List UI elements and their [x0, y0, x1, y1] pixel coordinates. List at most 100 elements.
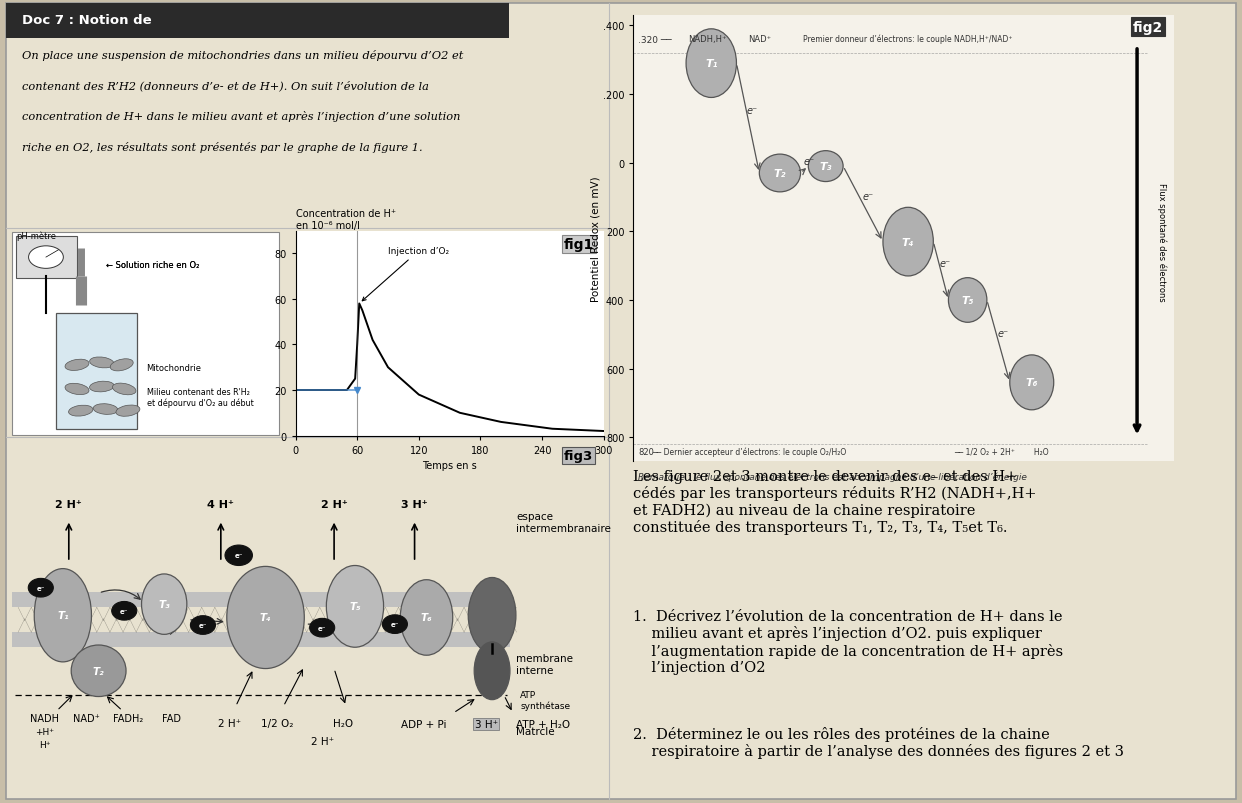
Text: Mitochondrie: Mitochondrie	[147, 363, 201, 373]
Text: 4 H⁺: 4 H⁺	[207, 499, 235, 510]
Text: NAD⁺: NAD⁺	[73, 713, 101, 724]
Text: espace
intermembranaire: espace intermembranaire	[515, 512, 611, 533]
Text: FADH₂: FADH₂	[113, 713, 144, 724]
Ellipse shape	[142, 574, 186, 634]
Text: Flux spontané des électrons: Flux spontané des électrons	[1158, 183, 1167, 302]
Ellipse shape	[111, 359, 133, 372]
Text: T₁: T₁	[57, 610, 68, 621]
Text: NAD⁺: NAD⁺	[748, 35, 771, 44]
Text: FAD: FAD	[163, 713, 181, 724]
Y-axis label: Potentiel Redox (en mV): Potentiel Redox (en mV)	[590, 176, 600, 302]
Text: 1.  Décrivez l’évolution de la concentration de H+ dans le
    milieu avant et a: 1. Décrivez l’évolution de la concentrat…	[633, 609, 1063, 674]
Ellipse shape	[809, 152, 843, 182]
Ellipse shape	[65, 384, 89, 395]
Circle shape	[309, 618, 334, 638]
Text: T₄: T₄	[902, 238, 914, 247]
Circle shape	[29, 579, 53, 597]
Text: ATP + H₂O: ATP + H₂O	[515, 719, 570, 729]
Text: T₁: T₁	[705, 59, 718, 69]
FancyBboxPatch shape	[12, 233, 279, 435]
Text: 1/2 O₂: 1/2 O₂	[261, 718, 293, 728]
Ellipse shape	[474, 642, 510, 699]
Text: ← Solution riche en O₂: ← Solution riche en O₂	[106, 260, 199, 270]
Ellipse shape	[68, 406, 93, 417]
Text: 2 H⁺: 2 H⁺	[320, 499, 348, 510]
Text: 3 H⁺: 3 H⁺	[401, 499, 428, 510]
Circle shape	[383, 615, 407, 634]
Ellipse shape	[759, 155, 801, 193]
Text: ATP
synthétase: ATP synthétase	[520, 690, 570, 710]
Text: e⁻: e⁻	[746, 106, 758, 116]
Text: .320 ──: .320 ──	[638, 35, 672, 44]
FancyBboxPatch shape	[6, 4, 1236, 799]
Text: H₂O: H₂O	[333, 718, 353, 728]
Text: On place une suspension de mitochondries dans un milieu dépourvu d’O2 et: On place une suspension de mitochondries…	[22, 50, 463, 61]
FancyBboxPatch shape	[16, 237, 77, 279]
Text: 2 H⁺: 2 H⁺	[310, 736, 334, 745]
Ellipse shape	[116, 406, 140, 417]
Text: fig1: fig1	[564, 238, 595, 251]
Ellipse shape	[65, 360, 89, 371]
Text: e⁻: e⁻	[235, 552, 243, 559]
Text: Doc 7 : Notion de: Doc 7 : Notion de	[22, 14, 152, 27]
FancyBboxPatch shape	[12, 632, 510, 648]
Circle shape	[190, 616, 215, 634]
Text: contenant des R’H2 (donneurs d’e- et de H+). On suit l’évolution de la: contenant des R’H2 (donneurs d’e- et de …	[22, 80, 430, 91]
Text: T₅: T₅	[961, 296, 974, 306]
Text: T₅: T₅	[349, 601, 360, 612]
Text: T₂: T₂	[93, 666, 104, 676]
Ellipse shape	[93, 404, 118, 415]
Text: concentration de H+ dans le milieu avant et après l’injection d’une solution: concentration de H+ dans le milieu avant…	[22, 111, 461, 122]
Text: NADH,H⁺: NADH,H⁺	[688, 35, 727, 44]
Ellipse shape	[400, 580, 453, 655]
Text: fig2: fig2	[1133, 21, 1163, 35]
Text: NADH: NADH	[31, 713, 60, 724]
Ellipse shape	[468, 578, 515, 653]
Ellipse shape	[327, 566, 384, 647]
Text: e⁻: e⁻	[997, 328, 1009, 339]
Text: e⁻: e⁻	[862, 191, 873, 202]
Text: 2 H⁺: 2 H⁺	[219, 718, 241, 728]
Ellipse shape	[89, 381, 114, 393]
Text: ← Solution riche en O₂: ← Solution riche en O₂	[106, 260, 199, 270]
Text: T₃: T₃	[820, 162, 832, 172]
Text: Premier donneur d’électrons: le couple NADH,H⁺/NAD⁺: Premier donneur d’électrons: le couple N…	[802, 35, 1012, 44]
Text: ── Dernier accepteur d’électrons: le couple O₂/H₂O: ── Dernier accepteur d’électrons: le cou…	[652, 446, 846, 456]
Circle shape	[29, 247, 63, 269]
Text: Remarque : le flux spontané des électrons est accompagné d’une libération d’éner: Remarque : le flux spontané des électron…	[638, 472, 1027, 482]
Text: e⁻: e⁻	[804, 157, 815, 167]
Text: 2.  Déterminez le ou les rôles des protéines de la chaine
    respiratoire à par: 2. Déterminez le ou les rôles des protéi…	[633, 726, 1124, 758]
FancyBboxPatch shape	[12, 592, 510, 608]
Text: T₂: T₂	[774, 169, 786, 179]
Text: e⁻: e⁻	[120, 608, 128, 614]
Ellipse shape	[686, 30, 737, 98]
Text: Milieu contenant des R'H₂
et dépourvu d'O₂ au début: Milieu contenant des R'H₂ et dépourvu d'…	[147, 388, 253, 407]
Text: T₆: T₆	[1026, 378, 1038, 388]
Text: T₃: T₃	[159, 599, 170, 609]
Ellipse shape	[35, 569, 92, 662]
X-axis label: Temps en s: Temps en s	[422, 461, 477, 471]
Text: Les figure 2et 3 montre le devenir des e– et des H+
cédés par les transporteurs : Les figure 2et 3 montre le devenir des e…	[633, 469, 1037, 535]
Text: 820: 820	[638, 447, 653, 456]
Text: pH-mètre: pH-mètre	[16, 231, 56, 241]
Text: e⁻: e⁻	[36, 585, 45, 591]
Ellipse shape	[71, 645, 125, 697]
Text: +H⁺: +H⁺	[36, 728, 55, 736]
Text: Concentration de H⁺
en 10⁻⁶ mol/l: Concentration de H⁺ en 10⁻⁶ mol/l	[296, 209, 396, 230]
Text: fig3: fig3	[564, 449, 594, 462]
Text: T₄: T₄	[260, 613, 271, 622]
Text: 2 H⁺: 2 H⁺	[56, 499, 82, 510]
Text: ADP + Pi: ADP + Pi	[401, 719, 446, 729]
Text: 3 H⁺: 3 H⁺	[474, 719, 498, 729]
Text: ── 1/2 O₂ + 2H⁺        H₂O: ── 1/2 O₂ + 2H⁺ H₂O	[954, 447, 1048, 456]
Circle shape	[225, 545, 252, 566]
Ellipse shape	[1010, 356, 1053, 410]
Text: riche en O2, les résultats sont présentés par le graphe de la figure 1.: riche en O2, les résultats sont présenté…	[22, 141, 424, 153]
Text: e⁻: e⁻	[940, 259, 951, 268]
Circle shape	[112, 601, 137, 621]
Ellipse shape	[227, 567, 304, 669]
Text: e⁻: e⁻	[199, 622, 207, 628]
FancyBboxPatch shape	[56, 313, 137, 430]
Text: e⁻: e⁻	[391, 622, 399, 627]
Text: e⁻: e⁻	[318, 625, 327, 631]
